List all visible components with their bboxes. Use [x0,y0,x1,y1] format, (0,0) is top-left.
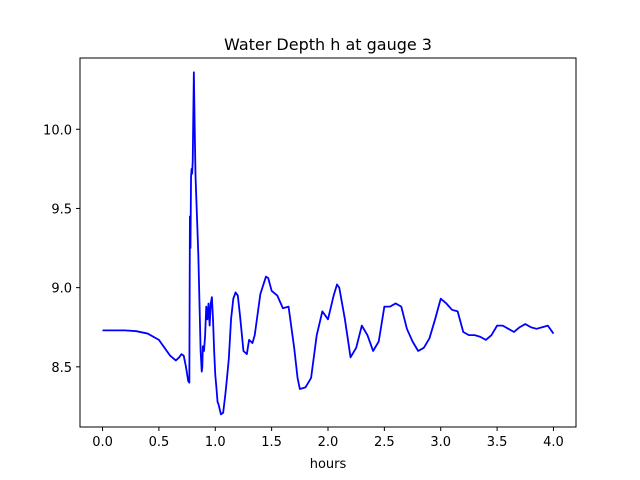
x-tick-label: 0.0 [92,435,113,450]
x-tick-label: 2.0 [318,435,339,450]
y-tick-label: 9.5 [51,202,72,217]
x-tick-label: 3.0 [430,435,451,450]
chart-title: Water Depth h at gauge 3 [224,35,432,54]
x-tick-label: 1.0 [205,435,226,450]
y-tick-label: 9.0 [51,282,72,297]
y-axis-ticks: 8.5 9.0 9.5 10.0 [43,123,80,376]
x-tick-label: 4.0 [543,435,564,450]
x-tick-label: 3.5 [487,435,508,450]
x-axis-ticks: 0.0 0.5 1.0 1.5 2.0 2.5 3.0 3.5 4.0 [92,427,564,450]
x-tick-label: 2.5 [374,435,395,450]
x-tick-label: 0.5 [149,435,170,450]
y-tick-label: 8.5 [51,361,72,376]
x-tick-label: 1.5 [261,435,282,450]
x-axis-label: hours [310,457,347,472]
y-tick-label: 10.0 [43,123,72,138]
plot-frame [79,57,577,428]
water-depth-line [102,71,555,416]
